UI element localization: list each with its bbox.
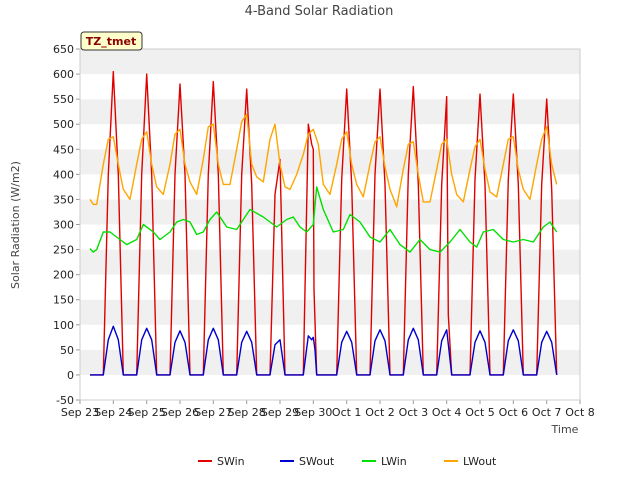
series-line-lwout [89,113,558,208]
y-axis-label: Solar Radiation (W/m2) [9,161,22,289]
x-tick-label: Oct 6 [499,406,529,419]
x-tick-label: Sep 23 [61,406,99,419]
y-axis: -50 0 50 100 150 200 250 300 350 400 450 500 550 600 6… [53,43,80,407]
x-tick-label: Sep 27 [194,406,232,419]
plot-band [80,274,580,300]
x-tick-label: Sep 25 [128,406,166,419]
plot-band [80,249,580,275]
legend-label-swin: SWin [217,455,245,468]
plot-band [80,299,580,325]
series-lines [89,70,558,376]
tag-label: TZ_tmet [86,35,136,48]
x-tick-label: Oct 8 [565,406,595,419]
y-tick-label: 500 [53,118,74,131]
y-tick-label: 250 [53,244,74,257]
legend: SWin SWout LWin LWout [198,455,497,468]
x-tick-label: Sep 29 [261,406,299,419]
plot-band [80,124,580,150]
y-tick-label: 300 [53,219,74,232]
plot-background-bands [80,49,580,400]
y-tick-label: 350 [53,193,74,206]
x-tick-label: Sep 26 [161,406,199,419]
x-tick-label: Oct 4 [432,406,462,419]
y-tick-label: 150 [53,294,74,307]
y-tick-label: 100 [53,319,74,332]
y-tick-label: 200 [53,269,74,282]
plot-band [80,99,580,125]
x-tick-label: Sep 24 [94,406,132,419]
y-tick-label: 450 [53,143,74,156]
x-tick-label: Oct 3 [399,406,429,419]
plot-band [80,49,580,75]
tag-box-background [80,31,143,51]
y-tick-label: 600 [53,68,74,81]
plot-band [80,149,580,175]
y-tick-label: 550 [53,93,74,106]
x-tick-label: Sep 30 [294,406,332,419]
y-tick-label: 0 [67,369,74,382]
y-tick-label: 50 [60,344,74,357]
plot-band [80,324,580,350]
x-tick-label: Oct 5 [465,406,495,419]
y-tick-label: 650 [53,43,74,56]
plot-band [80,224,580,250]
legend-label-lwout: LWout [463,455,497,468]
x-axis-label: Time [551,423,579,436]
legend-label-lwin: LWin [381,455,407,468]
tag-box: TZ_tmet [80,31,143,51]
y-tick-label: -50 [56,394,74,407]
chart-title: 4-Band Solar Radiation [245,4,394,19]
plot-band [80,199,580,225]
series-line-swout [90,325,558,376]
plot-band [80,374,580,400]
series-line-lwin [89,186,558,253]
x-tick-label: Oct 7 [532,406,562,419]
y-tick-label: 400 [53,168,74,181]
plot-band [80,349,580,375]
plot-band [80,74,580,100]
x-tick-label: Sep 28 [228,406,266,419]
legend-label-swout: SWout [299,455,335,468]
x-tick-label: Oct 2 [365,406,395,419]
plot-frame [79,48,581,401]
x-tick-label: Oct 1 [332,406,362,419]
